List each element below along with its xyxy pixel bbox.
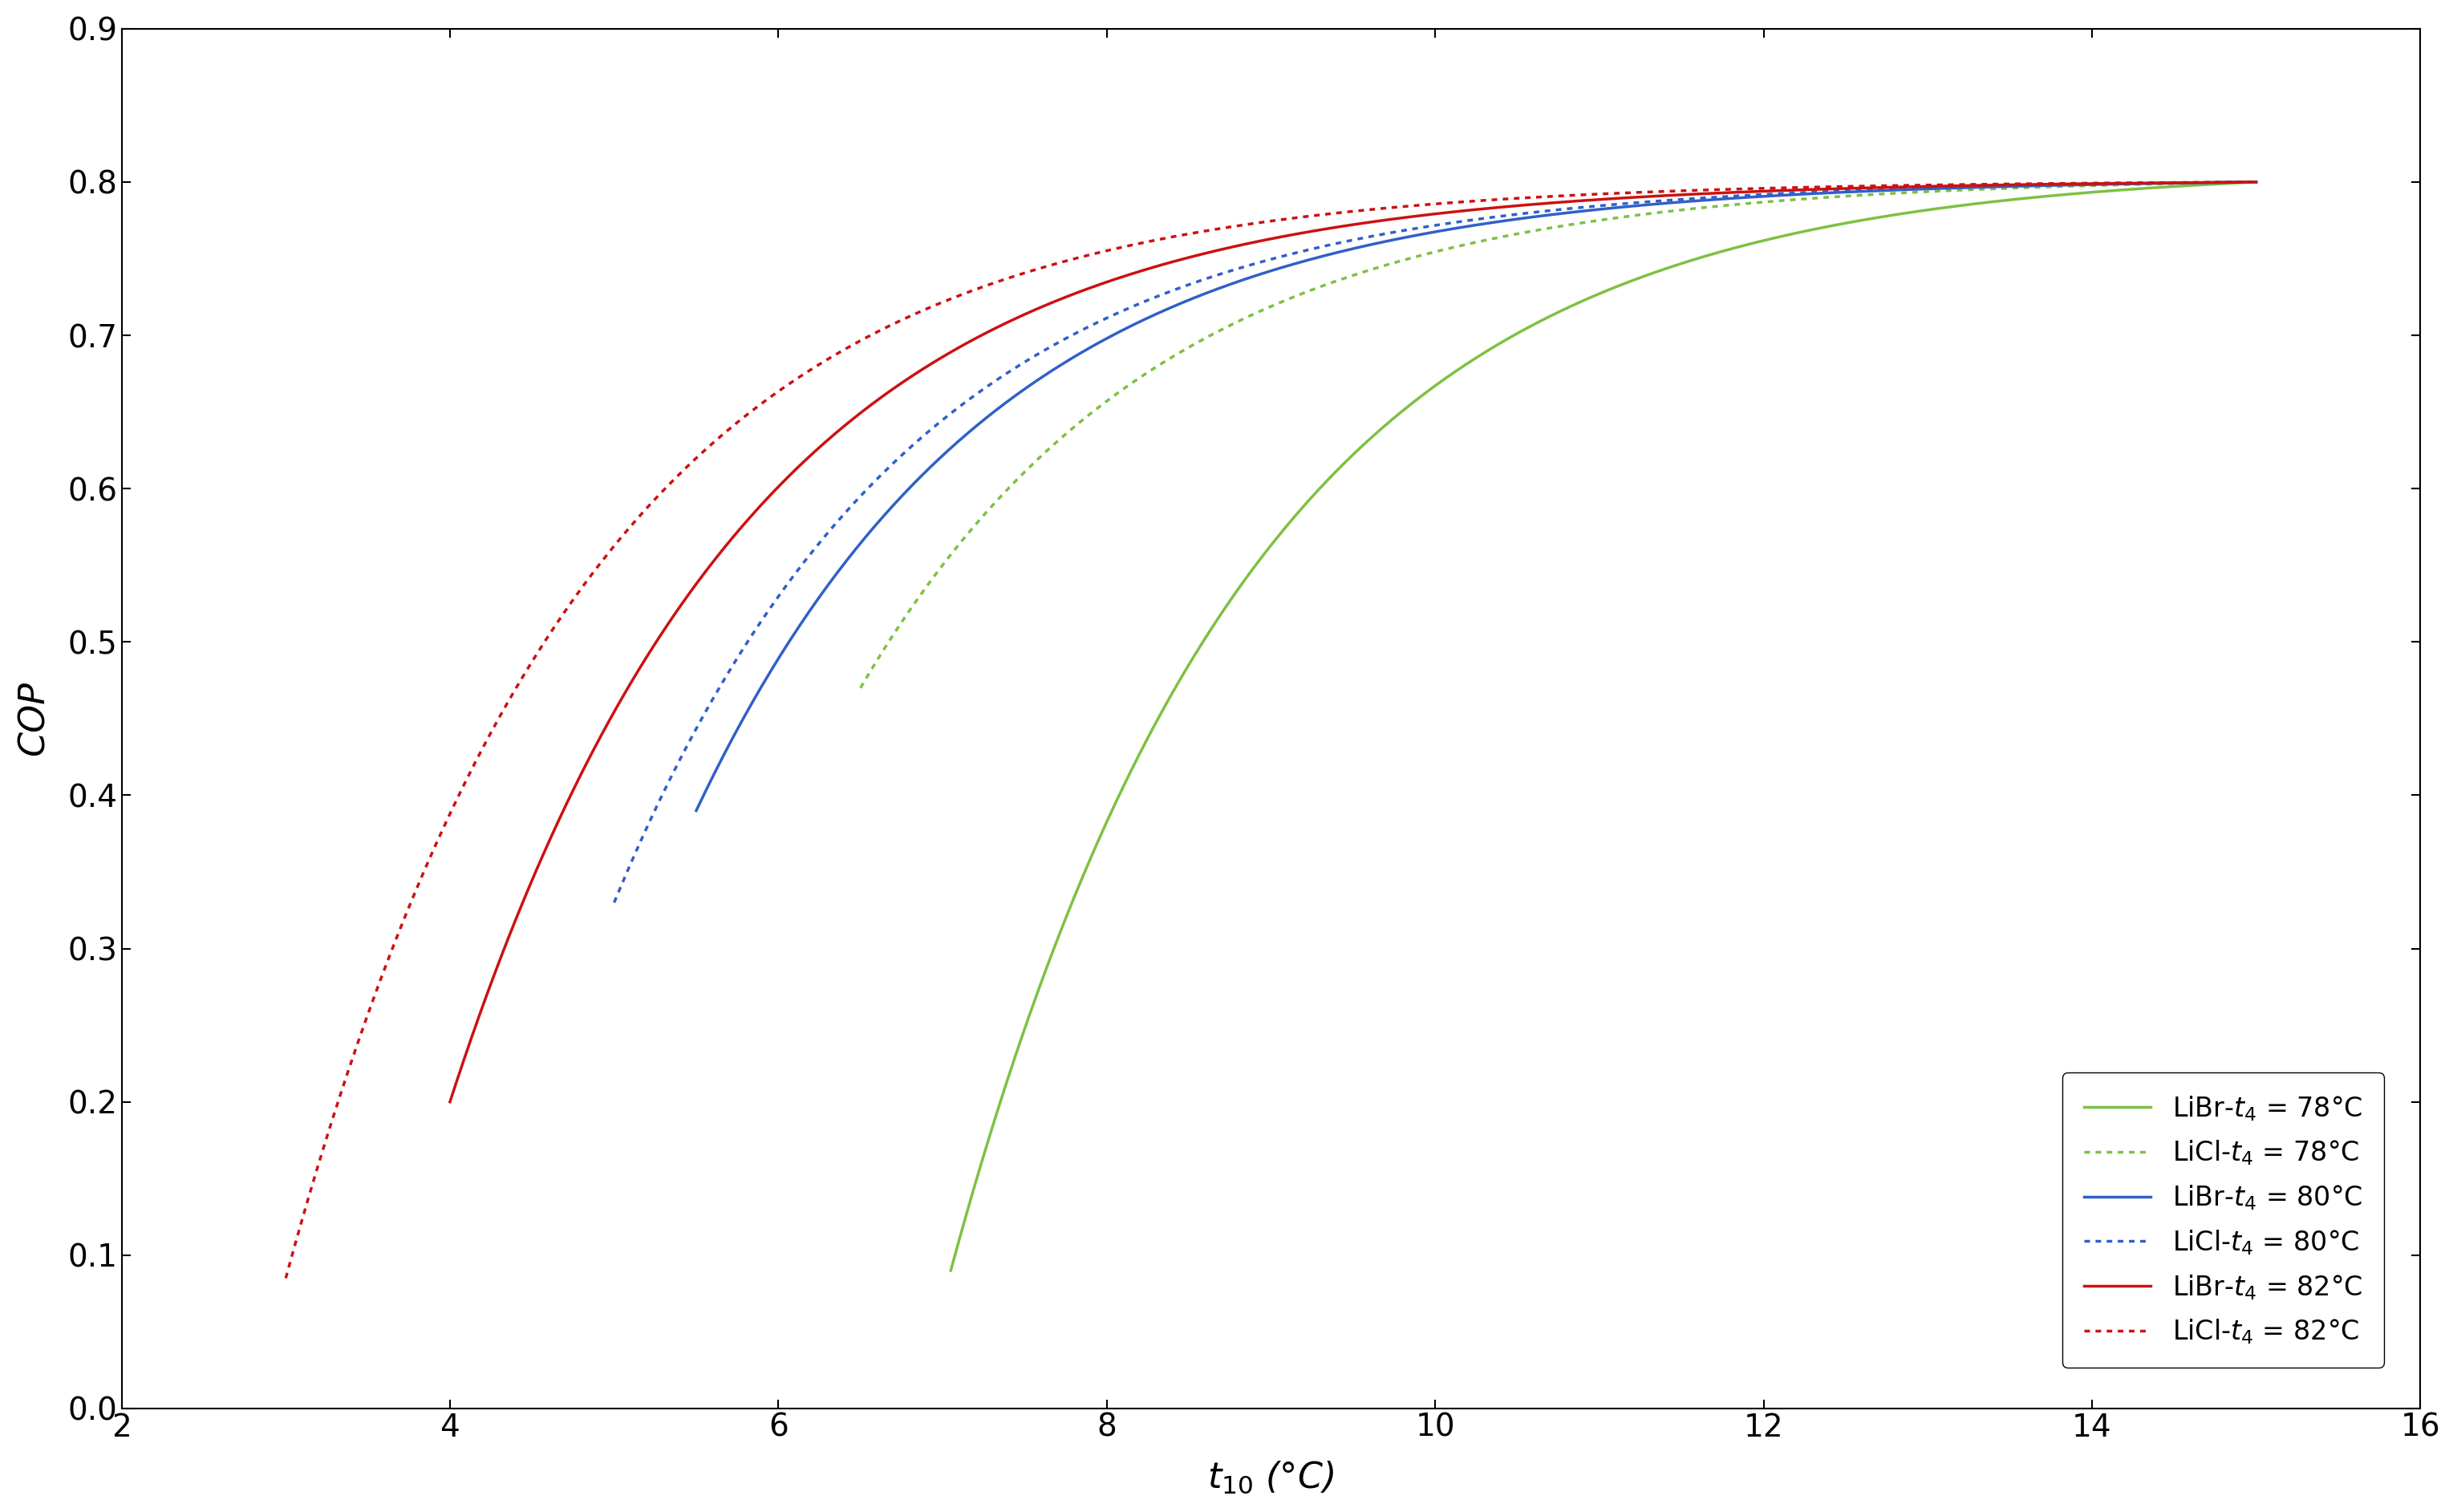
LiBr-$t_4$ = 82°C: [1305, 221, 1334, 239]
LiBr-$t_4$ = 78°C: [2005, 189, 2034, 207]
LiCl-$t_4$ = 78°C: [1516, 222, 1545, 240]
LiCl-$t_4$ = 82°C: [1219, 218, 1248, 236]
LiCl-$t_4$ = 80°C: [1946, 178, 1975, 197]
LiBr-$t_4$ = 80°C: [681, 801, 710, 820]
Line: LiCl-$t_4$ = 80°C: LiCl-$t_4$ = 80°C: [614, 181, 2256, 903]
LiBr-$t_4$ = 82°C: [435, 1093, 464, 1111]
LiCl-$t_4$ = 82°C: [1337, 203, 1366, 221]
LiBr-$t_4$ = 82°C: [1916, 177, 1946, 195]
Line: LiBr-$t_4$ = 80°C: LiBr-$t_4$ = 80°C: [695, 181, 2256, 810]
LiCl-$t_4$ = 78°C: [1602, 209, 1631, 227]
Legend: LiBr-$t_4$ = 78°C, LiCl-$t_4$ = 78°C, LiBr-$t_4$ = 80°C, LiCl-$t_4$ = 80°C, LiBr: LiBr-$t_4$ = 78°C, LiCl-$t_4$ = 78°C, Li…: [2061, 1072, 2383, 1367]
LiBr-$t_4$ = 80°C: [2204, 174, 2233, 192]
LiBr-$t_4$ = 80°C: [1423, 222, 1452, 240]
Y-axis label: COP: COP: [17, 682, 52, 756]
Line: LiBr-$t_4$ = 78°C: LiBr-$t_4$ = 78°C: [951, 181, 2256, 1270]
LiCl-$t_4$ = 82°C: [1206, 219, 1236, 237]
LiCl-$t_4$ = 80°C: [1388, 221, 1418, 239]
LiBr-$t_4$ = 78°C: [936, 1261, 966, 1279]
LiCl-$t_4$ = 80°C: [1577, 198, 1607, 216]
LiBr-$t_4$ = 82°C: [1511, 197, 1541, 215]
LiBr-$t_4$ = 80°C: [1432, 221, 1462, 239]
LiCl-$t_4$ = 80°C: [1378, 224, 1408, 242]
LiBr-$t_4$ = 78°C: [2241, 172, 2270, 191]
LiBr-$t_4$ = 80°C: [2241, 172, 2270, 191]
X-axis label: $t_{10}$ (°C): $t_{10}$ (°C): [1206, 1459, 1334, 1495]
LiBr-$t_4$ = 80°C: [1526, 207, 1555, 225]
LiCl-$t_4$ = 78°C: [1990, 180, 2020, 198]
LiCl-$t_4$ = 80°C: [2241, 172, 2270, 191]
LiBr-$t_4$ = 82°C: [2241, 172, 2270, 191]
LiCl-$t_4$ = 78°C: [1676, 200, 1705, 218]
Line: LiCl-$t_4$ = 78°C: LiCl-$t_4$ = 78°C: [860, 181, 2256, 688]
Line: LiBr-$t_4$ = 82°C: LiBr-$t_4$ = 82°C: [450, 181, 2256, 1102]
LiCl-$t_4$ = 80°C: [600, 894, 629, 912]
LiCl-$t_4$ = 78°C: [2209, 174, 2238, 192]
LiCl-$t_4$ = 78°C: [2241, 172, 2270, 191]
LiBr-$t_4$ = 80°C: [1961, 178, 1990, 197]
LiCl-$t_4$ = 82°C: [270, 1269, 300, 1287]
LiCl-$t_4$ = 78°C: [1509, 224, 1538, 242]
Line: LiCl-$t_4$ = 82°C: LiCl-$t_4$ = 82°C: [285, 181, 2256, 1278]
LiBr-$t_4$ = 78°C: [1713, 240, 1742, 259]
LiBr-$t_4$ = 82°C: [1413, 206, 1442, 224]
LiCl-$t_4$ = 82°C: [2194, 174, 2224, 192]
LiCl-$t_4$ = 82°C: [1887, 177, 1916, 195]
LiBr-$t_4$ = 78°C: [1563, 293, 1592, 311]
LiBr-$t_4$ = 78°C: [2209, 174, 2238, 192]
LiCl-$t_4$ = 80°C: [1489, 207, 1518, 225]
LiCl-$t_4$ = 82°C: [1445, 194, 1474, 212]
LiBr-$t_4$ = 82°C: [2199, 174, 2228, 192]
LiBr-$t_4$ = 78°C: [1555, 298, 1585, 316]
LiBr-$t_4$ = 80°C: [1609, 198, 1639, 216]
LiBr-$t_4$ = 78°C: [1641, 263, 1671, 281]
LiCl-$t_4$ = 80°C: [2201, 174, 2231, 192]
LiCl-$t_4$ = 78°C: [845, 679, 875, 697]
LiCl-$t_4$ = 82°C: [2241, 172, 2270, 191]
LiBr-$t_4$ = 82°C: [1292, 222, 1322, 240]
